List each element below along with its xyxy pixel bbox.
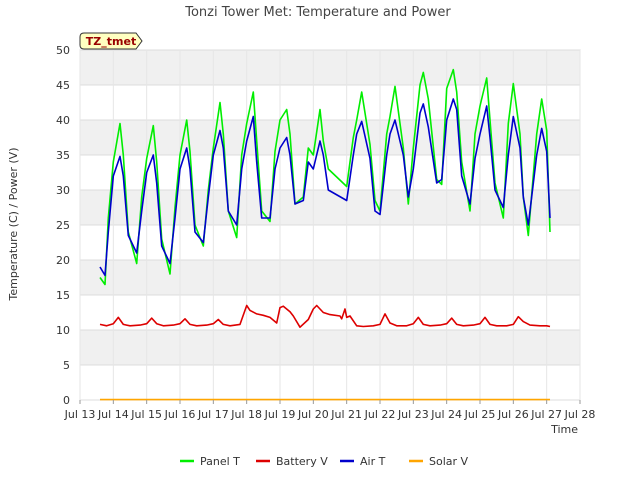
x-tick-label: Jul 22 <box>364 408 396 421</box>
plot-band <box>80 330 580 365</box>
y-axis: 0 5 10 15 20 25 30 35 40 45 50 <box>56 44 70 407</box>
y-tick-label: 50 <box>56 44 70 57</box>
x-tick-label: Jul 26 <box>497 408 529 421</box>
x-tick-label: Jul 28 <box>564 408 596 421</box>
plot-band <box>80 260 580 295</box>
x-tick-label: Jul 19 <box>264 408 296 421</box>
y-tick-label: 35 <box>56 149 70 162</box>
x-tick-label: Jul 24 <box>430 408 462 421</box>
x-axis-label: Time <box>550 423 578 436</box>
gridlines <box>79 49 581 401</box>
x-tick-label: Jul 17 <box>197 408 229 421</box>
site-label-box <box>79 32 143 50</box>
y-axis-label: Temperature (C) / Power (V) <box>7 147 20 301</box>
x-tick-label: Jul 15 <box>130 408 162 421</box>
y-tick-label: 25 <box>56 219 70 232</box>
x-axis: Jul 13 Jul 14 Jul 15 Jul 16 Jul 17 Jul 18 Jul … <box>64 400 596 421</box>
y-tick-label: 20 <box>56 254 70 267</box>
legend-item-label: Panel T <box>200 455 240 468</box>
legend-item-label: Air T <box>360 455 386 468</box>
series-layer <box>99 68 551 401</box>
y-tick-label: 40 <box>56 114 70 127</box>
x-tick-label: Jul 16 <box>164 408 196 421</box>
x-tick-label: Jul 20 <box>297 408 329 421</box>
y-tick-label: 15 <box>56 289 70 302</box>
chart-title: Tonzi Tower Met: Temperature and Power <box>184 5 451 20</box>
series-line-battery-v <box>99 304 551 329</box>
y-tick-label: 45 <box>56 79 70 92</box>
x-tick-label: Jul 25 <box>464 408 496 421</box>
plot-band <box>80 50 580 85</box>
x-tick-label: Jul 18 <box>230 408 262 421</box>
site-label-text: TZ_tmet <box>86 35 136 48</box>
x-tick-label: Jul 21 <box>330 408 362 421</box>
x-tick-label: Jul 23 <box>397 408 429 421</box>
series-line-air-t <box>99 98 551 277</box>
x-tick-label: Jul 13 <box>64 408 96 421</box>
legend-item-label: Solar V <box>429 455 469 468</box>
legend-item-label: Battery V <box>276 455 328 468</box>
plot-band <box>80 120 580 155</box>
y-tick-label: 10 <box>56 324 70 337</box>
y-tick-label: 0 <box>63 394 70 407</box>
site-label-badge: TZ_tmet <box>79 32 143 50</box>
y-tick-label: 5 <box>63 359 70 372</box>
legend: Panel T Battery V Air T Solar V <box>180 455 469 468</box>
x-tick-label: Jul 27 <box>530 408 562 421</box>
plot-band <box>80 190 580 225</box>
x-tick-label: Jul 14 <box>97 408 129 421</box>
y-tick-label: 30 <box>56 184 70 197</box>
